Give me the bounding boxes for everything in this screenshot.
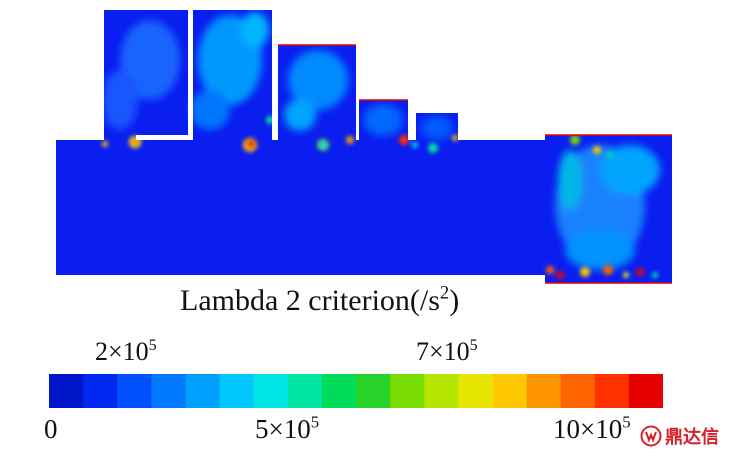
colorbar-swatch (202, 374, 221, 408)
colorbar-swatch (526, 374, 545, 408)
colorbar-tick-top-1: 7×105 (416, 337, 478, 366)
colorbar-swatch (287, 374, 306, 408)
colorbar-tick-bottom-2: 10×105 (553, 412, 631, 444)
colorbar-swatch (304, 374, 323, 408)
plot-title-close: ) (449, 284, 460, 317)
colorbar-swatch (509, 374, 528, 408)
colorbar-swatch (577, 374, 596, 408)
high-lambda2-spots (102, 116, 658, 279)
colorbar-swatch (253, 374, 272, 408)
colorbar-swatch (543, 374, 562, 408)
vortex-regions (102, 12, 660, 270)
colorbar-swatch (594, 374, 613, 408)
colorbar-swatch (83, 374, 101, 408)
watermark-logo: 鼎达信 (640, 423, 732, 449)
colorbar-swatch (424, 374, 442, 408)
colorbar-swatch (151, 374, 169, 408)
colorbar-tick-bottom-1: 5×105 (255, 412, 320, 444)
colorbar-swatch (373, 374, 391, 408)
colorbar-swatch (49, 374, 67, 408)
colorbar-swatch (66, 374, 84, 408)
colorbar-swatch (441, 374, 459, 408)
lambda2-contour-field (56, 10, 672, 284)
colorbar-swatch (492, 374, 511, 408)
brand-logo-icon (640, 425, 662, 447)
colorbar-swatch (236, 374, 255, 408)
colorbar-swatch (475, 374, 494, 408)
colorbar-swatch (270, 374, 289, 408)
colorbar-swatch (560, 374, 579, 408)
colorbar-swatch (219, 374, 238, 408)
colorbar-tick-top-0: 2×105 (95, 337, 157, 366)
colorbar (49, 374, 664, 408)
colorbar-swatch (321, 374, 340, 408)
colorbar-swatch (356, 374, 374, 408)
plot-title-text: Lambda 2 criterion(/s (180, 284, 440, 317)
colorbar-swatches (49, 374, 664, 408)
plot-title: Lambda 2 criterion(/s2) (180, 284, 459, 318)
wall-rim (278, 44, 672, 284)
colorbar-swatch (168, 374, 187, 408)
flow-domain (56, 10, 672, 284)
colorbar-swatch (645, 374, 664, 408)
colorbar-swatch (611, 374, 630, 408)
colorbar-tick-bottom-0: 0 (44, 414, 58, 444)
watermark-text: 鼎达信 (665, 427, 719, 448)
colorbar-swatch (458, 374, 476, 408)
colorbar-swatch (338, 374, 357, 408)
colorbar-swatch (407, 374, 425, 408)
colorbar-swatch (134, 374, 152, 408)
plot-title-exponent: 2 (439, 282, 450, 304)
colorbar-swatch (117, 374, 135, 408)
colorbar-swatch (628, 374, 647, 408)
colorbar-swatch (100, 374, 118, 408)
colorbar-swatch (390, 374, 408, 408)
colorbar-swatch (185, 374, 204, 408)
